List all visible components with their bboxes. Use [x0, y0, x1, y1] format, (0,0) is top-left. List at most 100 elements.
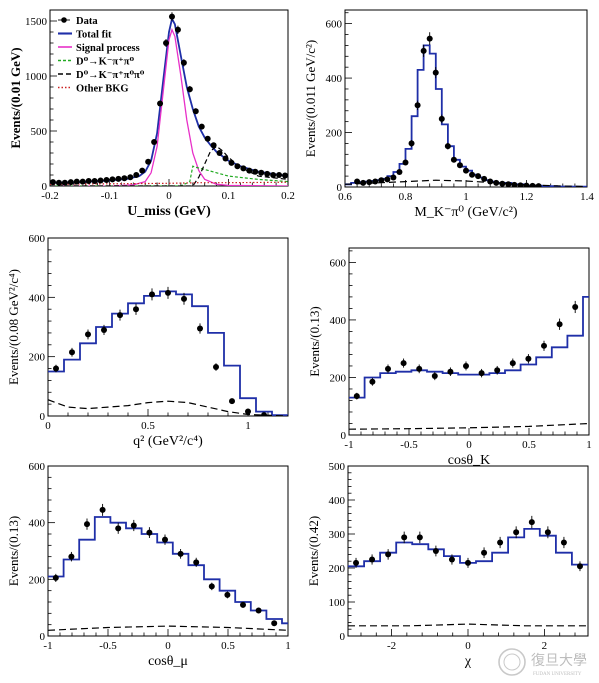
- data-point: [181, 295, 187, 302]
- y-tick-label: 200: [29, 352, 46, 364]
- x-axis-label: cosθ_μ: [148, 654, 188, 669]
- data-point: [180, 59, 187, 66]
- data-point: [127, 174, 134, 181]
- plot-area: [48, 503, 288, 631]
- data-point: [372, 178, 379, 185]
- data-point: [117, 312, 123, 319]
- data-point: [481, 175, 488, 182]
- x-tick-label: 0.5: [221, 640, 235, 652]
- data-point: [224, 591, 231, 598]
- series-line: [50, 27, 288, 186]
- y-tick-label: 0: [340, 631, 346, 643]
- y-tick-label: 0: [337, 182, 343, 194]
- data-point: [353, 393, 360, 400]
- plot-area: [48, 286, 288, 416]
- x-tick-label: 0: [165, 640, 171, 652]
- data-point: [576, 563, 583, 570]
- data-point: [245, 408, 251, 415]
- data-point: [186, 86, 193, 93]
- university-seal-icon: 復旦大學 FUDAN UNIVERSITY: [498, 648, 587, 677]
- x-axis-label: q² (GeV²/c⁴): [133, 434, 203, 449]
- data-point: [541, 342, 547, 349]
- x-tick-label: 0.8: [399, 191, 413, 203]
- data-point: [528, 519, 535, 526]
- data-point: [426, 35, 433, 42]
- x-tick-label: 0.2: [281, 190, 295, 202]
- data-point: [216, 150, 223, 156]
- data-point: [463, 167, 469, 174]
- data-point: [444, 143, 451, 150]
- x-tick-label: -0.5: [400, 439, 418, 451]
- data-point: [61, 179, 68, 186]
- y-tick-label: 100: [329, 597, 346, 609]
- y-tick-label: 200: [326, 128, 343, 140]
- data-point: [255, 607, 262, 614]
- x-tick-label: 1: [463, 191, 469, 203]
- data-point: [414, 102, 421, 109]
- data-point: [478, 370, 485, 377]
- y-axis-label: Events/(0.08 GeV²/c⁴): [6, 269, 21, 385]
- x-axis-label: M_K⁻π⁰ (GeV/c²): [414, 205, 518, 220]
- x-tick-label: 0.5: [522, 439, 536, 451]
- data-point: [85, 178, 92, 185]
- data-point: [509, 360, 516, 367]
- data-point: [229, 398, 235, 405]
- data-point: [130, 522, 137, 529]
- data-point: [133, 306, 139, 313]
- plot-area: [50, 12, 288, 186]
- legend-entry: Total fit: [76, 30, 112, 41]
- x-tick-label: -0.5: [99, 640, 117, 652]
- data-point: [149, 291, 155, 298]
- data-point: [252, 168, 259, 175]
- chart-panel-6: -2 0 2 0 100 200 300 400 500 χ Events/(0.42): [306, 461, 589, 669]
- plot-frame: [347, 465, 589, 637]
- data-point: [264, 170, 271, 177]
- data-point: [55, 179, 62, 186]
- x-tick-label: 0: [466, 439, 472, 451]
- data-point: [121, 175, 128, 182]
- data-point: [50, 179, 56, 186]
- plot-area: [349, 296, 589, 430]
- data-point: [73, 178, 80, 185]
- y-tick-label: 0: [40, 411, 46, 423]
- data-point: [432, 69, 439, 76]
- plot-frame: [344, 9, 588, 188]
- chart-panel-5: -1 -0.5 0 0.5 1 0 200 400 600 cosθ_μ Events/(0.13): [6, 461, 291, 669]
- x-tick-label: 0: [45, 420, 51, 432]
- x-axis-label: U_miss (GeV): [127, 204, 211, 219]
- data-point: [544, 529, 551, 536]
- data-point: [198, 123, 205, 130]
- series-line: [48, 399, 288, 416]
- data-point: [463, 362, 469, 369]
- data-point: [67, 179, 74, 186]
- y-tick-label: 400: [329, 495, 346, 507]
- x-tick-label: 2: [542, 640, 548, 652]
- x-tick-label: -0.1: [101, 190, 118, 202]
- x-tick-label: -1: [43, 640, 52, 652]
- series-line: [48, 290, 288, 416]
- series-line: [48, 625, 288, 631]
- data-point: [103, 176, 110, 183]
- legend-entry: Signal process: [76, 43, 140, 54]
- y-tick-label: 500: [31, 126, 48, 138]
- x-tick-label: 1.2: [520, 191, 534, 203]
- data-point: [282, 172, 288, 179]
- y-tick-label: 600: [29, 233, 46, 245]
- data-point: [456, 162, 463, 169]
- x-tick-label: 0: [465, 640, 471, 652]
- y-tick-label: 0: [341, 430, 347, 442]
- series-line: [349, 296, 589, 399]
- y-tick-label: 500: [329, 461, 346, 473]
- data-point: [146, 529, 153, 536]
- data-point: [378, 177, 385, 184]
- y-axis-label: Events/(0.42): [306, 516, 321, 586]
- y-tick-label: 400: [29, 292, 46, 304]
- y-tick-label: 0: [40, 631, 46, 643]
- data-point: [168, 13, 175, 20]
- data-point: [151, 139, 158, 145]
- data-point: [174, 26, 181, 33]
- data-point: [513, 529, 520, 536]
- series-line: [50, 181, 288, 185]
- data-point: [369, 378, 376, 385]
- y-tick-label: 200: [330, 372, 347, 384]
